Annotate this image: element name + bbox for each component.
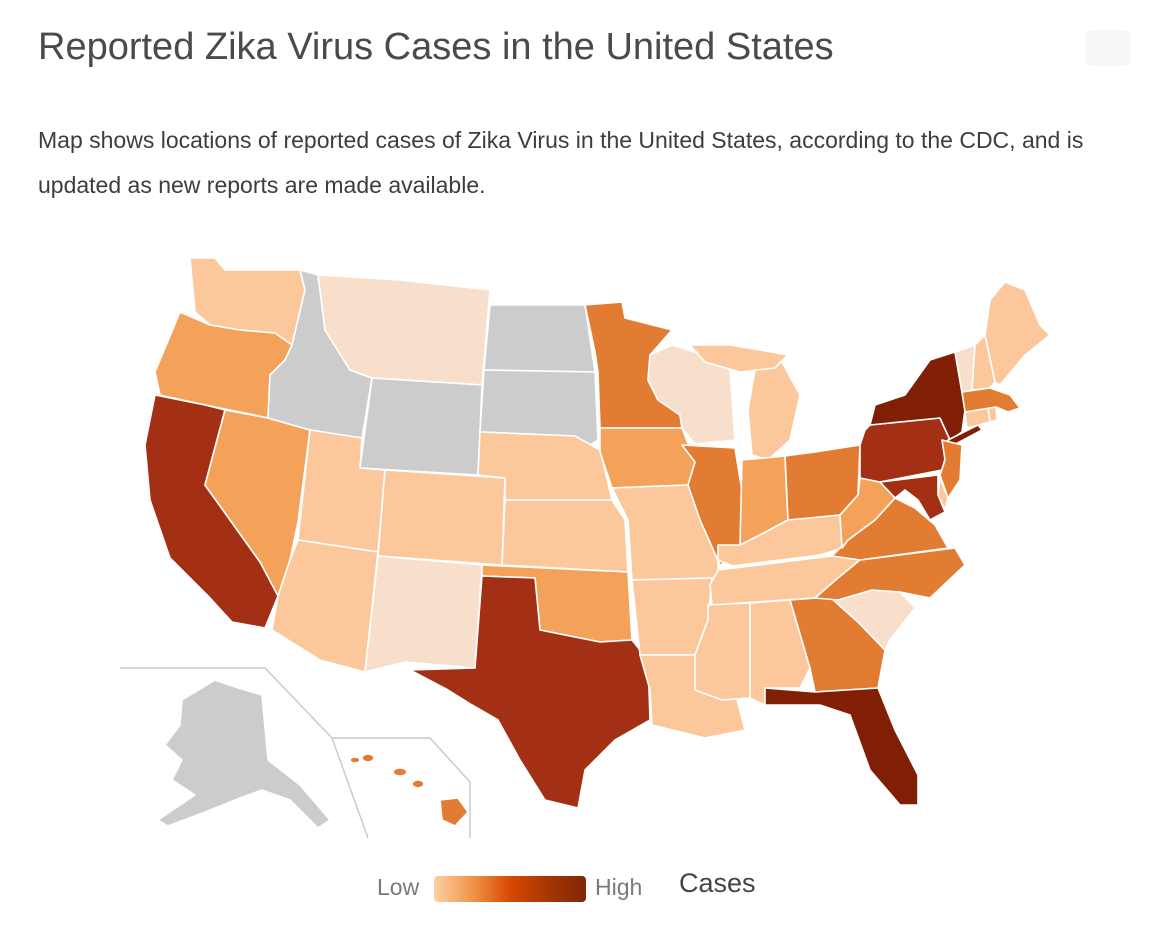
legend-high-label: High — [595, 874, 643, 900]
state-illinois[interactable] — [681, 444, 746, 566]
state-new-hampshire[interactable] — [971, 334, 996, 391]
page-title: Reported Zika Virus Cases in the United … — [38, 26, 834, 68]
state-massachusetts[interactable] — [961, 387, 1021, 413]
map-legend: Low High Cases — [0, 868, 1167, 908]
state-colorado[interactable] — [377, 469, 506, 566]
state-rhode-island[interactable] — [987, 406, 998, 423]
state-iowa[interactable] — [599, 427, 696, 489]
state-alaska[interactable] — [157, 679, 331, 829]
legend-gradient-bar — [434, 876, 586, 902]
state-north-carolina[interactable] — [814, 547, 966, 601]
state-michigan-upper[interactable] — [689, 344, 789, 373]
legend-title: Cases — [679, 868, 756, 898]
page-subtitle: Map shows locations of reported cases of… — [38, 127, 1084, 198]
state-pennsylvania[interactable] — [859, 417, 951, 483]
state-wyoming[interactable] — [359, 377, 483, 476]
legend-low-label: Low — [377, 874, 420, 900]
state-north-dakota[interactable] — [483, 304, 596, 373]
pencil-icon[interactable] — [1086, 30, 1130, 66]
state-maine[interactable] — [984, 281, 1051, 386]
state-maryland[interactable] — [879, 474, 946, 521]
alaska-inset-border — [120, 667, 369, 839]
state-hawaii[interactable] — [349, 753, 469, 827]
state-florida[interactable] — [764, 687, 919, 806]
state-new-mexico[interactable] — [364, 555, 483, 673]
hawaii-inset-border — [332, 737, 471, 838]
state-michigan[interactable] — [747, 361, 801, 461]
state-kansas[interactable] — [501, 499, 629, 573]
state-texas[interactable] — [409, 575, 651, 809]
